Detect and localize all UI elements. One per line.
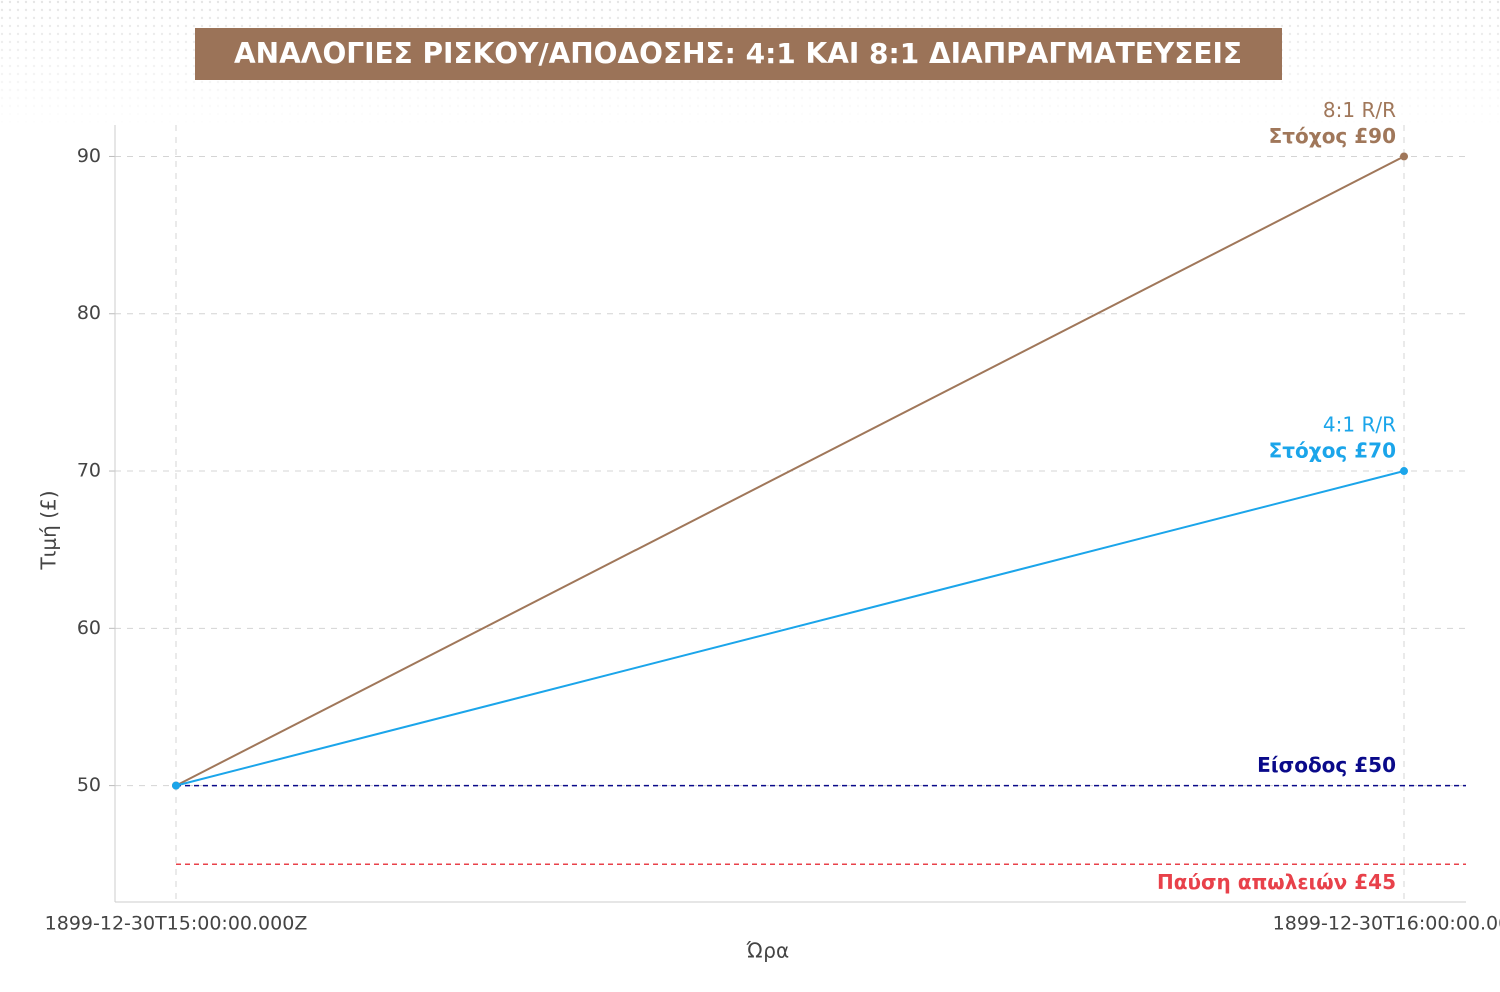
chart-title: ΑΝΑΛΟΓΙΕΣ ΡΙΣΚΟΥ/ΑΠΟΔΟΣΗΣ: 4:1 ΚΑΙ 8:1 Δ… — [234, 37, 1242, 70]
series-point — [172, 781, 180, 790]
y-axis-label: Τιμή (£) — [37, 490, 61, 570]
series-line — [175, 155, 1405, 787]
y-tick-label: 70 — [77, 460, 101, 482]
x-axis-label: Ώρα — [746, 939, 789, 963]
x-tick-label: 1899-12-30T16:00:00.000Z — [1273, 913, 1500, 935]
series-label: 4:1 R/R — [1323, 413, 1396, 437]
target-label: Στόχος £70 — [1269, 439, 1396, 463]
reference-label: Παύση απωλειών £45 — [1157, 870, 1396, 894]
y-tick-label: 80 — [77, 302, 101, 324]
y-tick-label: 90 — [77, 145, 101, 167]
title-box — [195, 28, 1282, 80]
x-tick-label: 1899-12-30T15:00:00.000Z — [45, 913, 308, 935]
y-tick-label: 60 — [77, 617, 101, 639]
target-label: Στόχος £90 — [1269, 124, 1396, 148]
series-point — [1400, 152, 1408, 161]
series-label: 8:1 R/R — [1323, 98, 1396, 122]
series-point — [1400, 467, 1408, 476]
y-tick-label: 50 — [77, 774, 101, 796]
series-line — [175, 470, 1405, 787]
reference-label: Είσοδος £50 — [1257, 753, 1396, 777]
